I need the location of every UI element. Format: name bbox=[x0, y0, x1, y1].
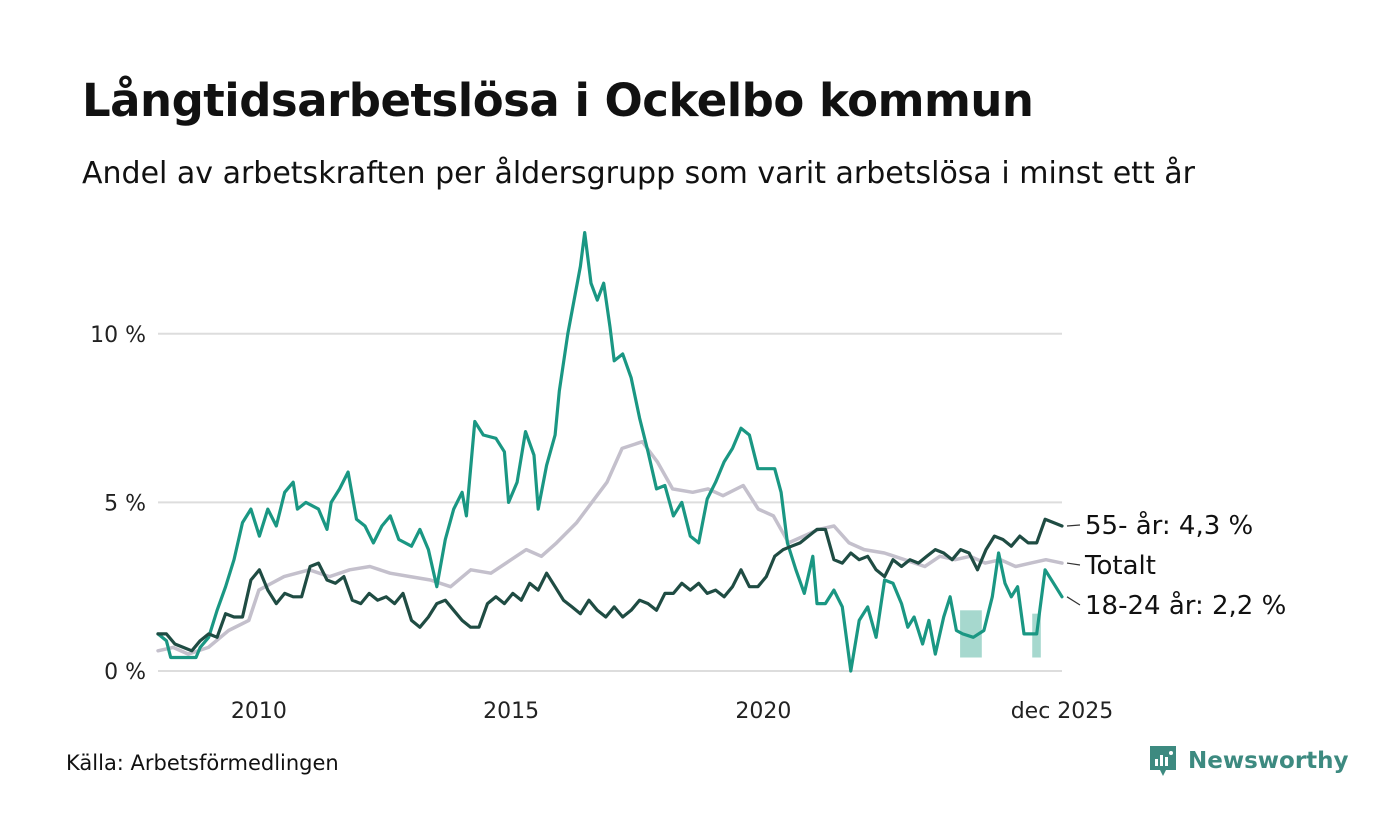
uncertainty-band bbox=[960, 610, 982, 658]
brand-name: Newsworthy bbox=[1188, 748, 1349, 774]
chart-title: Långtidsarbetslösa i Ockelbo kommun bbox=[82, 74, 1034, 127]
newsworthy-logo-icon bbox=[1150, 746, 1176, 776]
series-line-senior bbox=[156, 517, 1064, 653]
x-tick-label: dec 2025 bbox=[1011, 699, 1114, 724]
source-note: Källa: Arbetsförmedlingen bbox=[66, 751, 339, 775]
x-tick-label: 2020 bbox=[735, 699, 791, 724]
brand-logo: Newsworthy bbox=[1148, 744, 1349, 778]
uncertainty-bands bbox=[960, 610, 1041, 658]
series-line-total bbox=[156, 439, 1064, 656]
y-tick-label: 0 % bbox=[104, 660, 146, 685]
y-tick-label: 10 % bbox=[90, 323, 146, 348]
y-tick-label: 5 % bbox=[104, 491, 146, 516]
end-label-total: Totalt bbox=[1084, 551, 1156, 581]
end-label-senior: 55- år: 4,3 % bbox=[1085, 510, 1253, 541]
chart-subtitle: Andel av arbetskraften per åldersgrupp s… bbox=[82, 156, 1195, 191]
series-layer bbox=[156, 231, 1064, 673]
uncertainty-band bbox=[1032, 613, 1041, 658]
x-tick-label: 2010 bbox=[231, 699, 287, 724]
label-layer: 55- år: 4,3 % Totalt 18-24 år: 2,2 % bbox=[1066, 510, 1286, 621]
end-label-leader-total bbox=[1066, 562, 1081, 566]
end-label-youth: 18-24 år: 2,2 % bbox=[1085, 590, 1286, 621]
end-label-leader-senior bbox=[1066, 524, 1081, 527]
end-label-leader-youth bbox=[1066, 596, 1081, 606]
series-line-youth bbox=[156, 231, 1064, 673]
x-tick-label: 2015 bbox=[483, 699, 539, 724]
